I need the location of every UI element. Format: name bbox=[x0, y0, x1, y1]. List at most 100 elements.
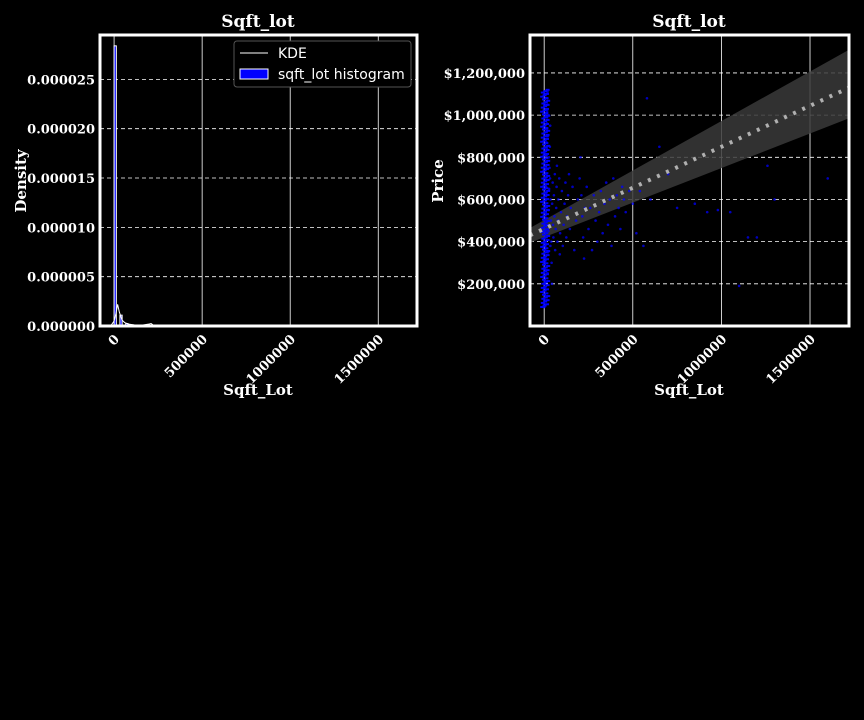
histogram-panel: Sqft_lot 0 500000 1000000 1500000 0.0000000… bbox=[12, 12, 419, 399]
scatter-point bbox=[615, 193, 619, 197]
histogram-x-tick-label: 0 bbox=[106, 332, 123, 349]
scatter-point bbox=[541, 98, 546, 101]
scatter-point bbox=[574, 219, 578, 222]
scatter-point bbox=[546, 99, 551, 102]
scatter-point bbox=[544, 183, 549, 186]
scatter-point bbox=[540, 271, 545, 274]
histogram-y-tick-label: 0.000005 bbox=[27, 271, 95, 286]
scatter-point bbox=[548, 145, 552, 149]
scatter-point bbox=[578, 177, 581, 180]
scatter-point bbox=[541, 132, 546, 135]
scatter-point bbox=[545, 88, 550, 91]
scatter-y-tick-label: $400,000 bbox=[457, 236, 525, 251]
histogram-bars bbox=[113, 45, 158, 327]
scatter-point bbox=[675, 206, 679, 210]
scatter-point bbox=[543, 146, 548, 149]
scatter-point bbox=[546, 174, 551, 177]
scatter-point bbox=[543, 219, 546, 222]
scatter-point bbox=[737, 284, 741, 288]
scatter-point bbox=[544, 288, 549, 291]
scatter-y-tick-label: $600,000 bbox=[457, 193, 525, 208]
scatter-point bbox=[557, 198, 560, 201]
scatter-point bbox=[540, 140, 545, 143]
scatter-point bbox=[638, 189, 642, 193]
scatter-point bbox=[544, 303, 549, 306]
scatter-point bbox=[559, 210, 563, 214]
scatter-point bbox=[545, 178, 550, 181]
scatter-point bbox=[544, 92, 549, 95]
scatter-point bbox=[540, 275, 545, 278]
scatter-point bbox=[564, 181, 567, 184]
scatter-point bbox=[544, 185, 548, 189]
scatter-point bbox=[544, 236, 547, 239]
scatter-y-ticks: $200,000 $400,000 $600,000 $800,000 $1,000,0… bbox=[444, 67, 525, 293]
scatter-point bbox=[571, 185, 574, 189]
scatter-point bbox=[543, 180, 548, 183]
scatter-point bbox=[544, 157, 549, 160]
histogram-y-ticks: 0.000000 0.000005 0.000010 0.000015 0.000020… bbox=[27, 73, 95, 335]
histogram-x-ticks: 0 500000 1000000 1500000 bbox=[106, 332, 387, 387]
scatter-point bbox=[554, 206, 558, 210]
scatter-point bbox=[546, 159, 551, 162]
scatter-point bbox=[540, 110, 545, 113]
scatter-point bbox=[541, 173, 546, 176]
scatter-point bbox=[543, 240, 548, 243]
scatter-point bbox=[541, 117, 546, 120]
scatter-point bbox=[540, 200, 545, 203]
scatter-point bbox=[773, 198, 776, 201]
scatter-point bbox=[545, 148, 550, 151]
scatter-point bbox=[545, 160, 548, 163]
scatter-point bbox=[543, 221, 548, 224]
scatter-point bbox=[546, 295, 551, 298]
scatter-point bbox=[541, 267, 546, 270]
scatter-point bbox=[542, 154, 547, 157]
scatter-point bbox=[545, 128, 549, 132]
scatter-point bbox=[553, 248, 557, 252]
scatter-point bbox=[545, 133, 550, 136]
scatter-points bbox=[540, 88, 830, 309]
scatter-point bbox=[622, 198, 626, 201]
scatter-point bbox=[549, 219, 553, 222]
scatter-point bbox=[552, 193, 556, 197]
scatter-point bbox=[546, 271, 550, 275]
scatter-point bbox=[544, 210, 548, 214]
scatter-point bbox=[540, 155, 545, 158]
scatter-point bbox=[540, 306, 545, 309]
scatter-point bbox=[543, 280, 547, 284]
scatter-point bbox=[562, 223, 565, 227]
scatter-point bbox=[543, 187, 547, 191]
scatter-point bbox=[755, 236, 759, 239]
scatter-point bbox=[541, 297, 546, 300]
scatter-point bbox=[545, 153, 548, 157]
scatter-point bbox=[746, 236, 750, 239]
scatter-point bbox=[580, 193, 583, 197]
scatter-point bbox=[542, 109, 547, 112]
scatter-point bbox=[613, 215, 617, 218]
scatter-point bbox=[541, 102, 546, 105]
scatter-point bbox=[606, 223, 610, 227]
scatter-point bbox=[540, 211, 545, 214]
scatter-point bbox=[541, 207, 546, 210]
scatter-point bbox=[597, 210, 601, 214]
scatter-point bbox=[543, 266, 548, 269]
scatter-point bbox=[544, 187, 549, 190]
scatter-point bbox=[547, 113, 550, 117]
scatter-point bbox=[540, 125, 545, 128]
scatter-point bbox=[620, 185, 624, 189]
scatter-x-ticks: 0 500000 1000000 1500000 bbox=[536, 332, 819, 387]
scatter-point bbox=[540, 290, 545, 293]
scatter-point bbox=[540, 260, 545, 263]
scatter-point bbox=[540, 181, 545, 184]
scatter-point bbox=[543, 151, 546, 155]
regression-confidence-band bbox=[530, 49, 849, 243]
scatter-point bbox=[553, 172, 557, 176]
regression-line bbox=[529, 85, 850, 238]
scatter-point bbox=[649, 198, 652, 201]
scatter-point bbox=[548, 124, 552, 127]
scatter-point bbox=[568, 227, 572, 231]
scatter-point bbox=[579, 156, 582, 159]
scatter-y-tick-label: $800,000 bbox=[457, 151, 525, 166]
scatter-point bbox=[544, 277, 549, 280]
scatter-point bbox=[547, 208, 551, 212]
